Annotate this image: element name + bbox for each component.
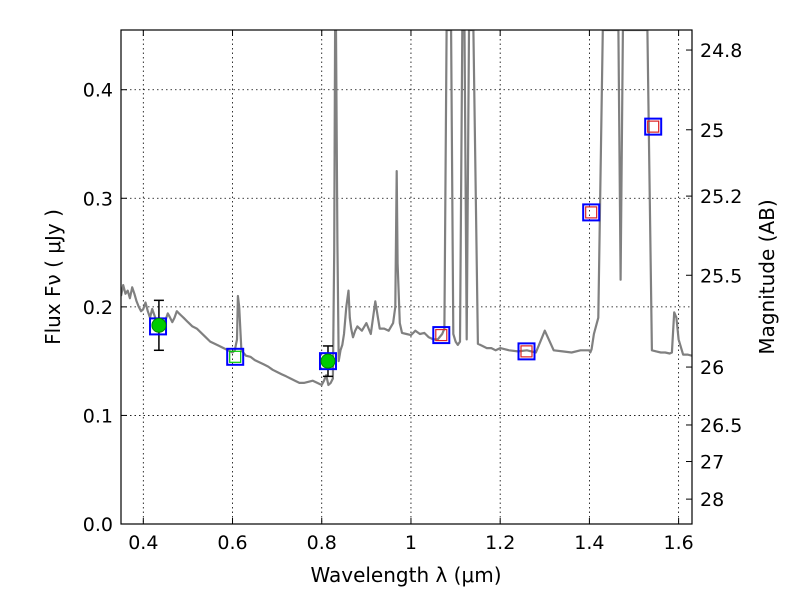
mag-tick-label: 28: [700, 489, 724, 511]
measured-flux-point: [320, 353, 336, 369]
model-square-marker: [318, 352, 337, 371]
mag-tick-label: 25.5: [700, 265, 742, 287]
mag-tick-label: 25: [700, 120, 724, 142]
photometry-points: [149, 117, 663, 378]
grid: [121, 30, 692, 525]
model-square-marker: [644, 117, 663, 136]
mag-tick-label: 27: [700, 452, 724, 474]
x-axis-label: Wavelength λ (μm): [310, 563, 501, 587]
mag-tick-label: 24.8: [700, 40, 742, 62]
x-tick-label: 0.6: [217, 532, 247, 554]
mag-tick-label: 26: [700, 357, 724, 379]
model-square-marker: [582, 203, 601, 222]
y-tick-label: 0.1: [83, 405, 113, 427]
inner-square-marker: [520, 345, 533, 358]
plot-frame: [120, 29, 693, 525]
model-square-marker: [517, 342, 536, 361]
inner-square-marker: [229, 350, 242, 363]
mag-tick-label: 25.2: [700, 186, 742, 208]
x-tick-label: 1.4: [574, 532, 604, 554]
y-tick-label: 0.4: [83, 80, 113, 102]
inner-square-marker: [647, 120, 660, 133]
y-tick-label: 0.3: [83, 188, 113, 210]
measured-flux-point: [151, 317, 167, 333]
x-tick-label: 0.8: [307, 532, 337, 554]
y-right-axis-label: Magnitude (AB): [755, 199, 779, 354]
model-square-marker: [432, 326, 451, 345]
x-tick-label: 1: [405, 532, 417, 554]
x-tick-label: 1.6: [664, 532, 694, 554]
y-tick-label: 0.0: [83, 514, 113, 536]
spectrum: [121, 30, 692, 387]
x-tick-label: 1.2: [485, 532, 515, 554]
y-tick-label: 0.2: [83, 297, 113, 319]
model-square-marker: [226, 347, 245, 366]
y-axis-label: Flux Fν ( μJy ): [41, 209, 65, 345]
inner-square-marker: [585, 206, 598, 219]
axis-ticks: 0.4 0.6 0.8 1 1.2 1.4 1.6 0.0 0.1 0.2 0.3 0.4 24.8 25…: [83, 30, 742, 554]
mag-tick-label: 26.5: [700, 415, 742, 437]
spectrum-line: [121, 30, 692, 387]
inner-square-marker: [435, 328, 448, 342]
x-tick-label: 0.4: [128, 532, 158, 554]
